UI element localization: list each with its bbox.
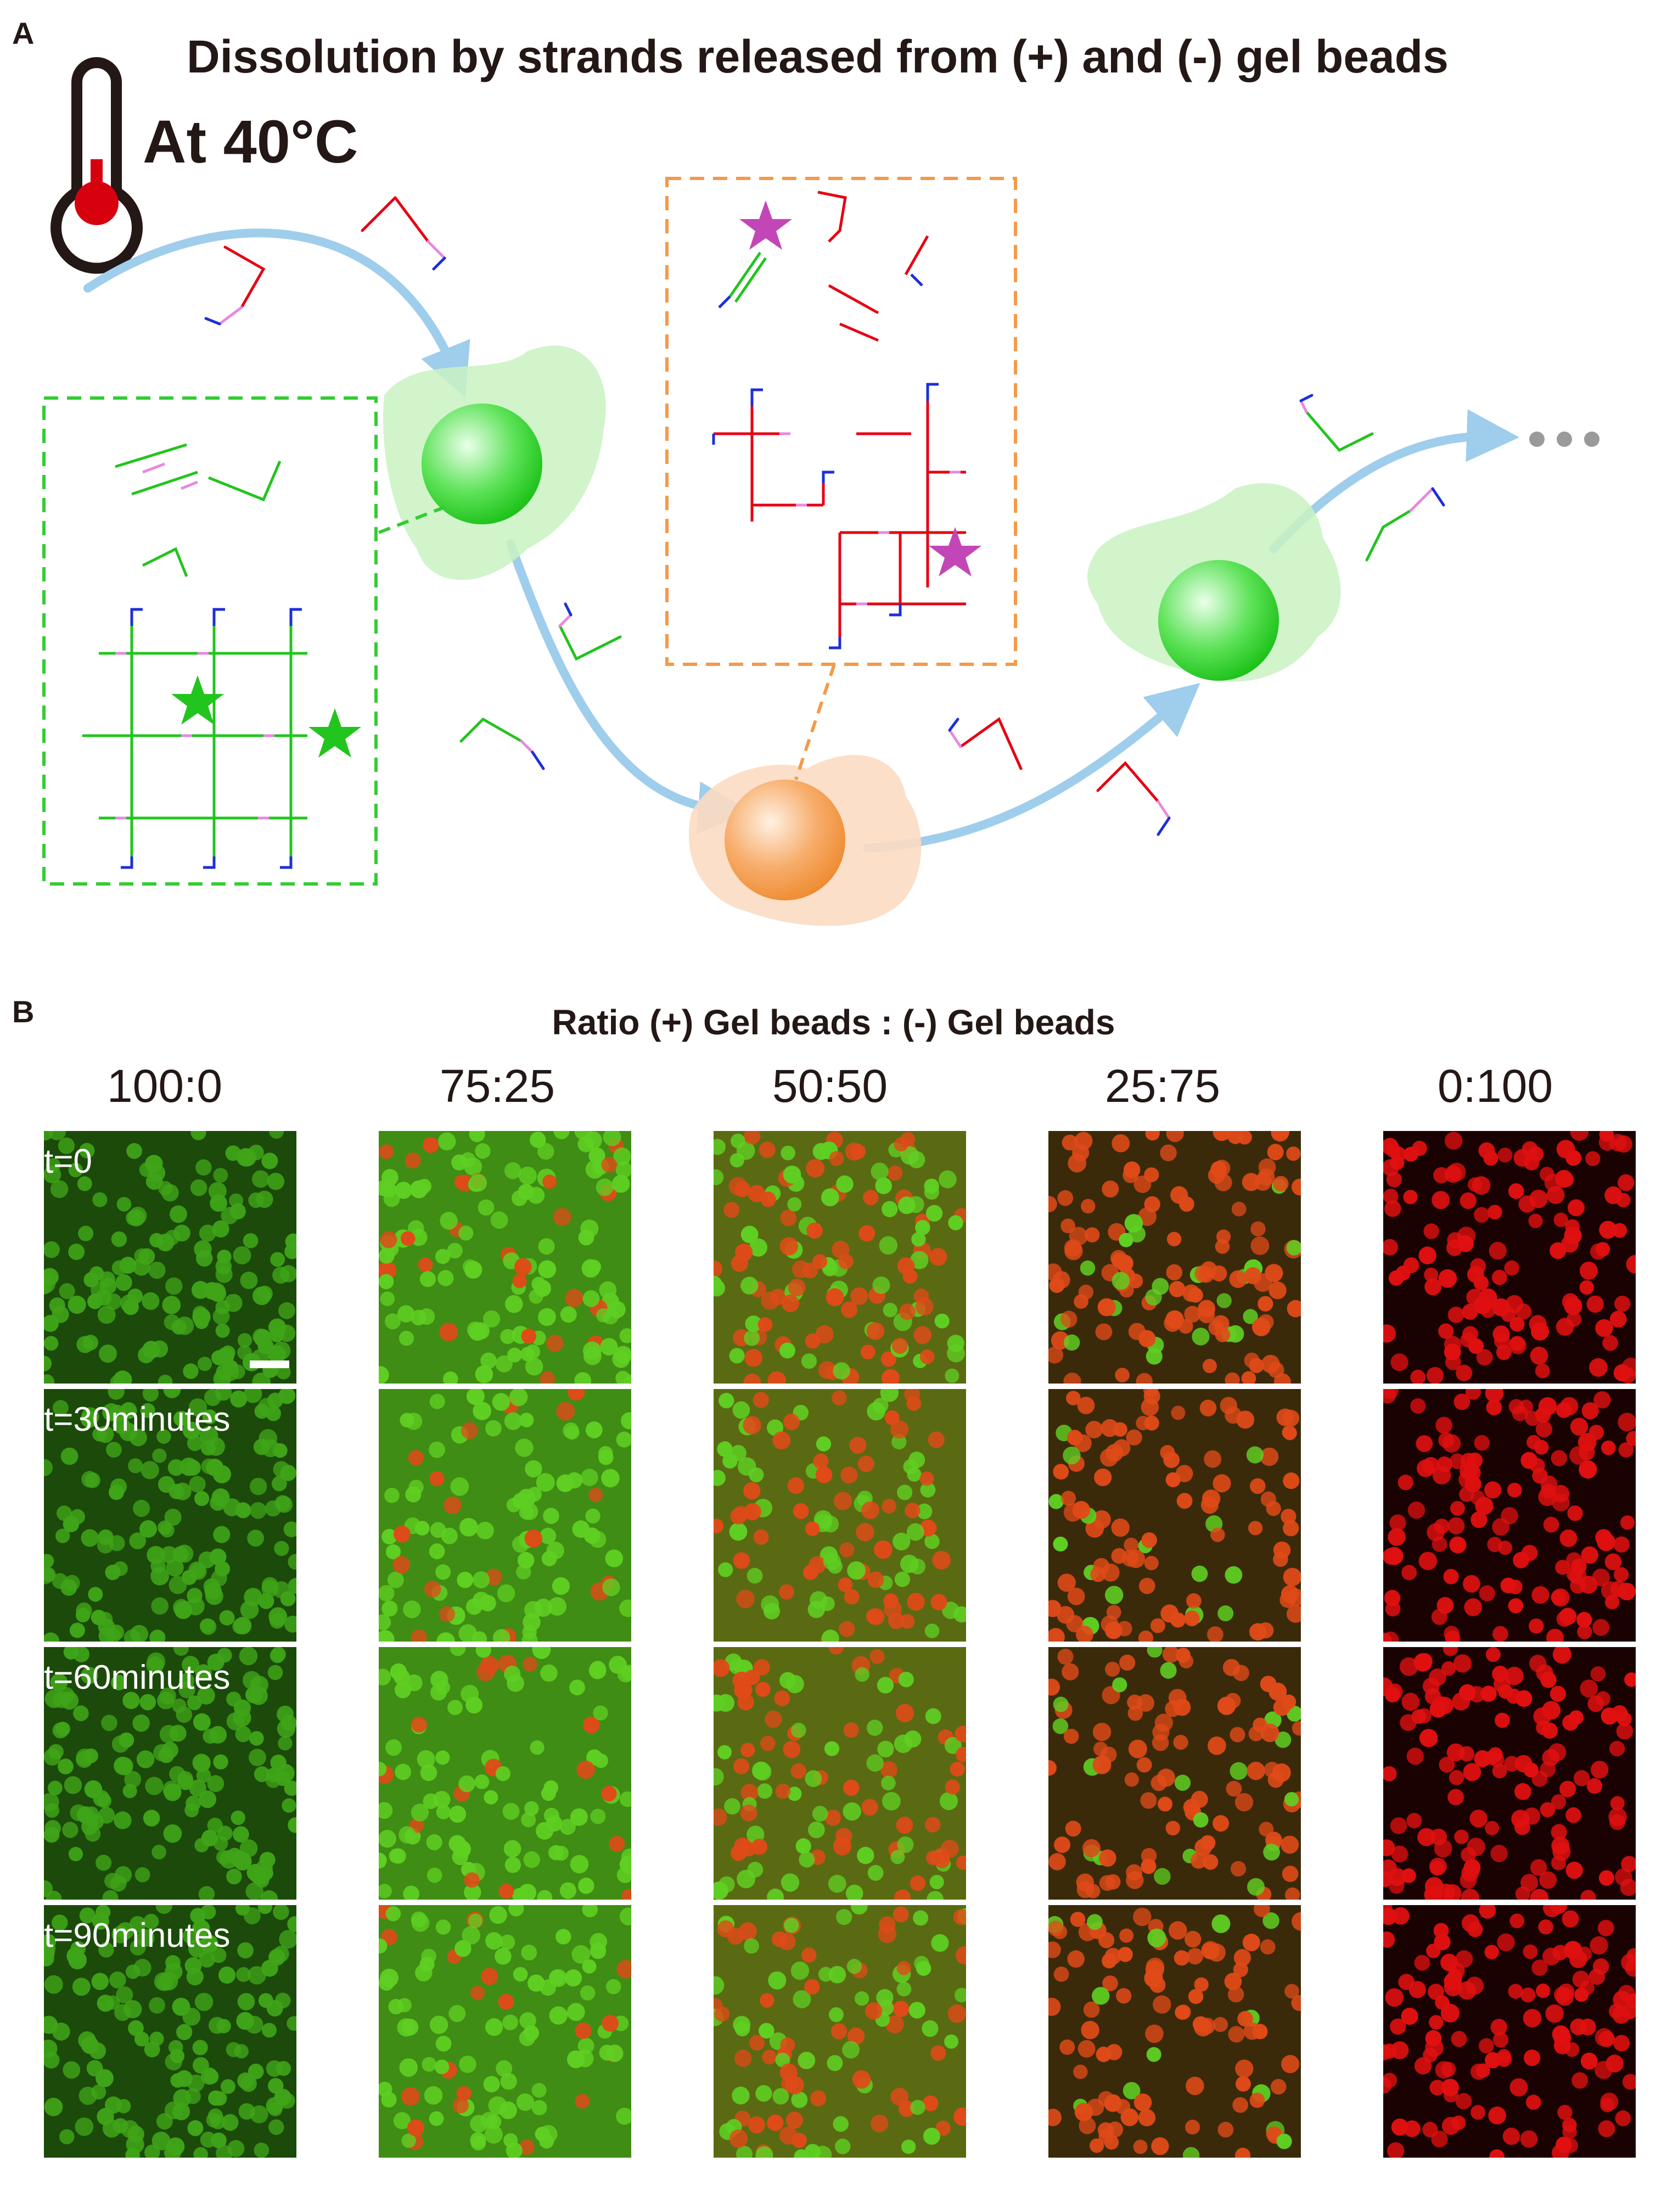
micrograph-tile bbox=[1048, 1389, 1301, 1642]
green-gel-bead-2 bbox=[1158, 560, 1279, 681]
ellipsis-dots-icon bbox=[1529, 432, 1599, 447]
green-crosslinked-lattice bbox=[82, 443, 307, 856]
green-zoom-box bbox=[42, 396, 378, 886]
micrograph-tile bbox=[714, 1131, 966, 1384]
magenta-star-icon bbox=[739, 200, 981, 576]
micrograph-tile bbox=[379, 1647, 631, 1900]
ratio-label-100-0: 100:0 bbox=[106, 1060, 223, 1112]
green-star-icon bbox=[171, 675, 361, 758]
micrograph-tile bbox=[1383, 1389, 1636, 1642]
ratio-label-25-75: 25:75 bbox=[1104, 1060, 1221, 1112]
micrograph-tile bbox=[44, 1905, 296, 2158]
scale-bar bbox=[250, 1360, 289, 1368]
time-label-90: t=90minutes bbox=[44, 1917, 231, 1955]
green-gel-bead-1 bbox=[422, 404, 542, 524]
micrograph-tile bbox=[714, 1647, 966, 1900]
ratio-label-50-50: 50:50 bbox=[772, 1060, 888, 1112]
micrograph-tile bbox=[44, 1389, 296, 1642]
red-crosslinked-lattice bbox=[714, 235, 966, 637]
orange-gel-bead bbox=[725, 780, 845, 900]
dissolution-diagram bbox=[42, 57, 1599, 926]
thermometer-icon bbox=[50, 57, 143, 274]
micrograph-tile bbox=[1383, 1131, 1636, 1384]
free-strands bbox=[204, 196, 1445, 836]
micrograph-tile bbox=[44, 1131, 296, 1384]
micrograph-tile bbox=[1048, 1131, 1301, 1384]
micrograph-tile bbox=[379, 1905, 631, 2158]
micrograph-tile bbox=[379, 1131, 631, 1384]
panel-a-title: Dissolution by strands released from (+)… bbox=[187, 31, 1449, 82]
micrograph-tile bbox=[1048, 1647, 1301, 1900]
time-label-60: t=60minutes bbox=[44, 1659, 231, 1696]
red-lattice-ends bbox=[712, 191, 961, 649]
micrograph-tile bbox=[714, 1389, 966, 1642]
micrograph-tile bbox=[1048, 1905, 1301, 2158]
ratio-label-0-100: 0:100 bbox=[1437, 1060, 1553, 1112]
temperature-label: At 40°C bbox=[143, 108, 358, 176]
micrograph-tile bbox=[44, 1647, 296, 1900]
panel-b-label: B bbox=[12, 994, 35, 1029]
time-label-30: t=30minutes bbox=[44, 1401, 231, 1438]
micrograph-tile bbox=[714, 1905, 966, 2158]
ratio-label-75-25: 75:25 bbox=[439, 1060, 555, 1112]
time-label-0: t=0 bbox=[44, 1143, 92, 1180]
orange-zoom-box bbox=[665, 177, 1017, 666]
green-lattice-ends bbox=[115, 462, 302, 869]
panel-a-label: A bbox=[12, 16, 35, 51]
micrograph-tile bbox=[379, 1389, 631, 1642]
micrograph-tile bbox=[1383, 1905, 1636, 2158]
micrograph-tile bbox=[1383, 1647, 1636, 1900]
ratio-axis-title: Ratio (+) Gel beads : (-) Gel beads bbox=[552, 1003, 1115, 1042]
